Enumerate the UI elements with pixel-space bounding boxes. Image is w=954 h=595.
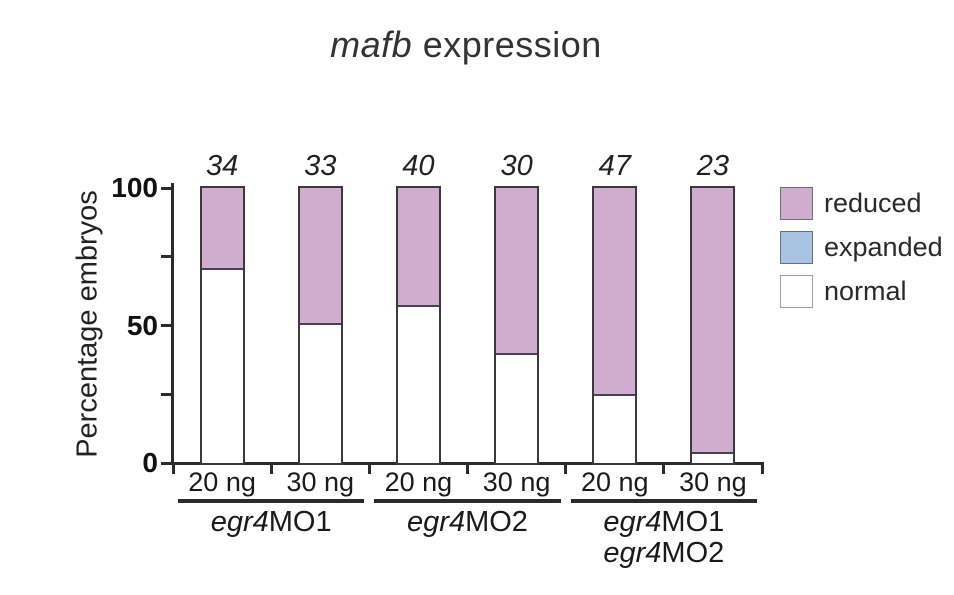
y-minor-tick [161, 255, 174, 259]
x-axis-tick [171, 463, 175, 474]
stacked-bar [297, 186, 343, 465]
reduced-segment [496, 188, 538, 353]
x-axis-tick [367, 463, 371, 474]
y-minor-tick [161, 392, 174, 396]
group-label-line: egr4MO2 [564, 538, 764, 569]
dose-label: 20 ng [580, 467, 649, 497]
group-label-gene: egr4 [407, 506, 466, 538]
x-axis-tick [564, 463, 568, 474]
group-label-gene: egr4 [603, 506, 662, 538]
legend-item-reduced: reduced [780, 187, 943, 220]
legend-label-normal: normal [824, 276, 907, 306]
stacked-bar [494, 186, 540, 465]
reduced-segment [692, 188, 734, 452]
normal-segment [594, 394, 636, 463]
group-label-line: egr4MO1 [171, 507, 371, 538]
normal-segment [299, 322, 341, 463]
group-label-line: egr4MO1 [564, 507, 764, 538]
legend-label-expanded: expanded [824, 232, 943, 262]
dose-label: 20 ng [188, 467, 256, 497]
group-label-mo: MO1 [268, 506, 332, 538]
group-underline [178, 499, 365, 503]
y-tick-label: 100 [111, 172, 158, 203]
stacked-bar [592, 186, 638, 465]
y-major-tick [161, 324, 174, 327]
group-underline [374, 499, 561, 503]
y-major-tick [161, 186, 174, 190]
legend-label-reduced: reduced [824, 188, 922, 218]
chart-title-rest: expression [412, 24, 602, 65]
legend: reduced expanded normal [780, 187, 943, 319]
reduced-segment [594, 188, 636, 395]
group-underline [570, 499, 757, 503]
reduced-swatch [780, 187, 813, 220]
y-tick-label: 50 [126, 309, 158, 341]
embryo-count: 23 [696, 150, 730, 182]
embryo-count: 40 [402, 150, 435, 182]
x-axis-tick [760, 463, 764, 474]
normal-segment [496, 353, 538, 463]
y-tick-label: 0 [142, 447, 158, 478]
y-major-tick [161, 461, 174, 465]
stacked-bar [690, 186, 736, 465]
legend-item-normal: normal [780, 275, 943, 308]
embryo-count: 34 [205, 150, 239, 182]
group-label: egr4MO1 egr4MO2 [564, 507, 764, 569]
reduced-segment [201, 188, 243, 268]
expanded-swatch [780, 231, 813, 264]
normal-segment [201, 267, 243, 463]
group-label-gene: egr4 [210, 506, 269, 538]
x-axis-tick [466, 463, 469, 474]
group-label-gene: egr4 [603, 537, 662, 569]
reduced-segment [397, 188, 439, 305]
normal-segment [692, 452, 734, 463]
group-label-mo: MO1 [661, 506, 725, 538]
dose-label: 30 ng [286, 467, 355, 497]
normal-segment [397, 304, 439, 463]
embryo-count: 30 [500, 150, 533, 182]
group-label-line: egr4MO2 [368, 507, 568, 538]
group-label: egr4MO2 [368, 507, 568, 538]
stacked-bar [395, 186, 441, 465]
chart-title-gene: mafb [330, 24, 413, 65]
embryo-count: 47 [598, 150, 631, 182]
legend-item-expanded: expanded [780, 231, 943, 264]
dose-label: 30 ng [679, 467, 747, 497]
group-label-mo: MO2 [661, 537, 725, 569]
x-axis-tick [269, 463, 273, 474]
group-label-mo: MO2 [465, 506, 528, 538]
normal-swatch [780, 275, 813, 308]
stacked-bar [199, 186, 245, 465]
reduced-segment [299, 188, 341, 323]
dose-label: 20 ng [384, 467, 453, 497]
embryo-count: 33 [304, 150, 337, 182]
x-axis-tick [662, 463, 666, 474]
chart-title: mafb expression [0, 24, 932, 66]
group-label: egr4MO1 [171, 507, 371, 538]
dose-label: 30 ng [482, 467, 551, 497]
